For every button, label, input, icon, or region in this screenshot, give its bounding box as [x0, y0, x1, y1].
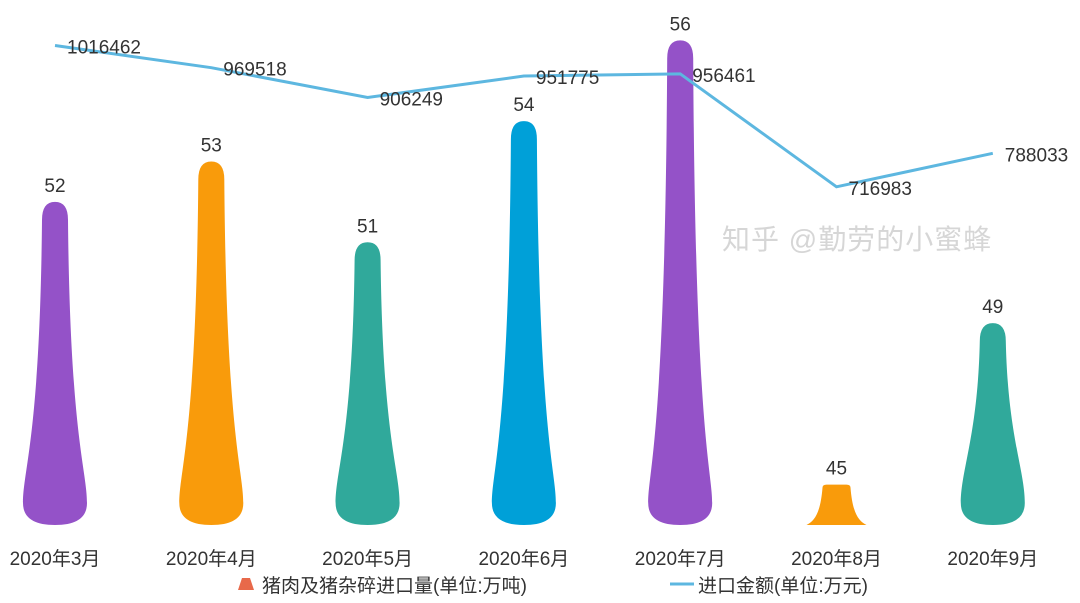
- line-label: 1016462: [67, 38, 141, 59]
- bar-1: [23, 201, 87, 525]
- x-tick-label: 2020年9月: [947, 548, 1038, 570]
- bar-label: 52: [44, 176, 65, 197]
- bar-label: 51: [357, 216, 378, 237]
- x-tick-label: 2020年4月: [166, 548, 257, 570]
- x-tick-label: 2020年3月: [10, 548, 101, 570]
- bar-label: 49: [982, 297, 1003, 318]
- line-label: 788033: [1005, 145, 1068, 166]
- bar-7: [960, 323, 1025, 525]
- bar-2: [179, 161, 244, 526]
- line-label: 951775: [536, 68, 599, 89]
- bar-4: [491, 121, 556, 526]
- line-label: 716983: [849, 179, 912, 200]
- bar-label: 45: [826, 459, 847, 480]
- bar-5: [648, 40, 713, 526]
- series-line: [54, 44, 994, 189]
- line-label: 956461: [692, 66, 755, 87]
- legend-bar-label: 猪肉及猪杂碎进口量(单位:万吨): [262, 575, 527, 597]
- x-tick-label: 2020年7月: [635, 548, 726, 570]
- line-label: 969518: [223, 60, 286, 81]
- x-tick-label: 2020年6月: [478, 548, 569, 570]
- legend-bar-icon: [238, 578, 254, 590]
- legend-line-label: 进口金额(单位:万元): [698, 575, 868, 597]
- bar-3: [335, 242, 400, 526]
- x-tick-label: 2020年5月: [322, 548, 413, 570]
- x-tick-label: 2020年8月: [791, 548, 882, 570]
- bar-label: 53: [201, 136, 222, 157]
- bar-label: 56: [670, 14, 691, 35]
- watermark: 知乎 @勤劳的小蜜蜂: [722, 224, 993, 255]
- bar-6: [806, 484, 867, 525]
- bar-label: 54: [513, 95, 535, 116]
- line-label: 906249: [380, 90, 443, 111]
